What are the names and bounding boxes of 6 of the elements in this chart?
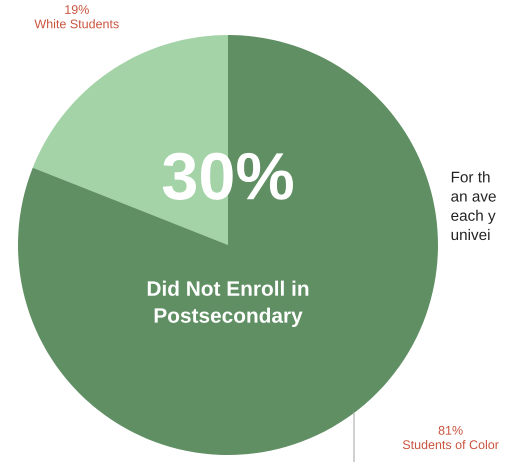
data-label: 19% bbox=[65, 5, 89, 14]
text: Did Not Enroll in Postsecondary bbox=[148, 280, 308, 327]
data-label: 81% bbox=[438, 426, 463, 435]
text: For th an ave each y univei bbox=[451, 171, 496, 240]
slice-label: Students of Color bbox=[402, 440, 499, 450]
slice-label: White Students bbox=[34, 19, 119, 28]
